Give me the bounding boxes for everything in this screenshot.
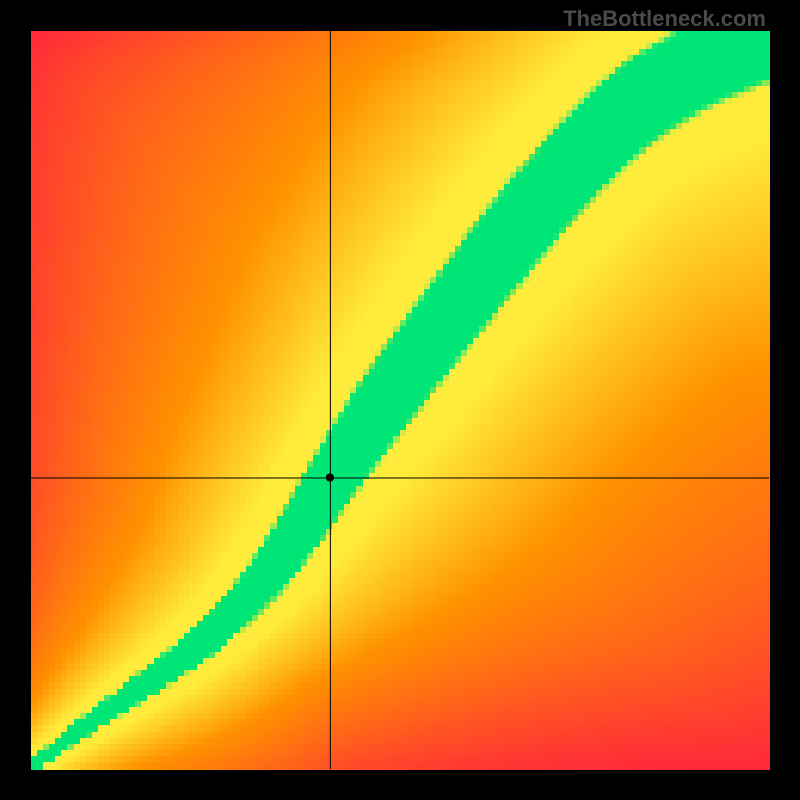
bottleneck-heatmap — [0, 0, 800, 800]
chart-container: TheBottleneck.com — [0, 0, 800, 800]
watermark-text: TheBottleneck.com — [563, 6, 766, 32]
